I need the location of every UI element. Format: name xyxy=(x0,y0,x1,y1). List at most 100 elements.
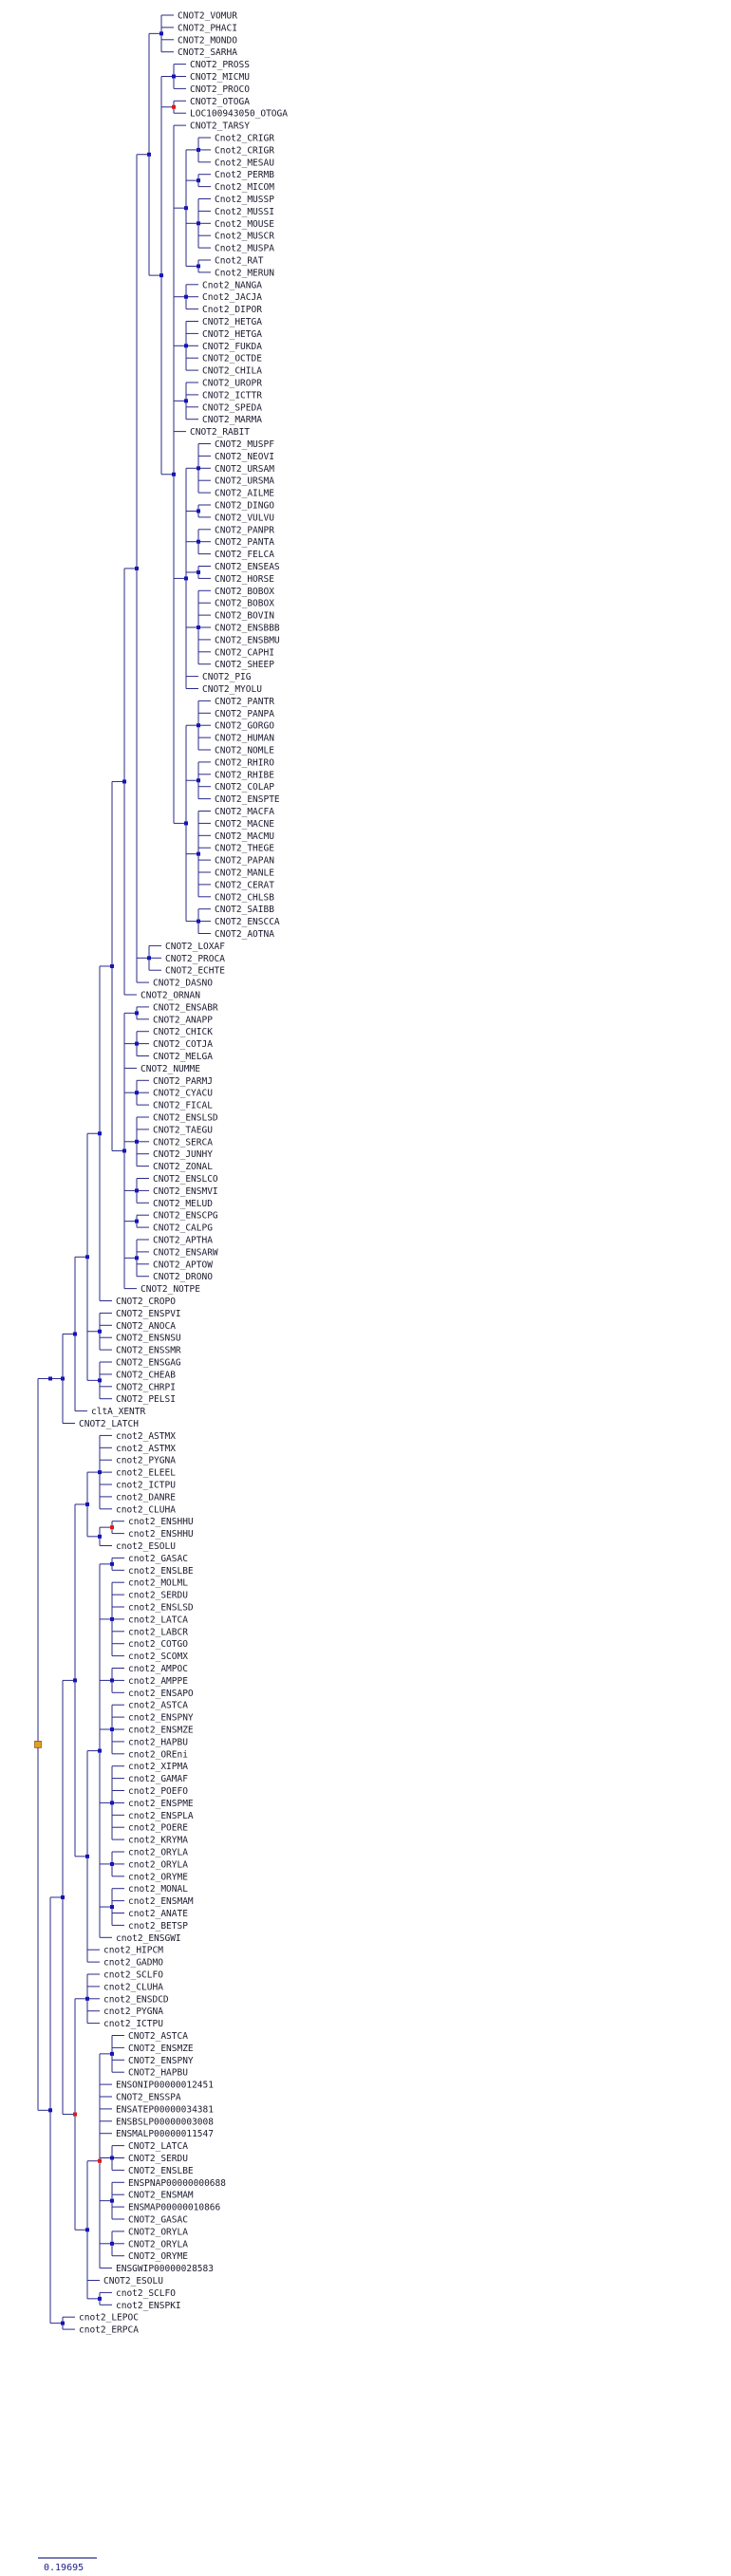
leaf-label[interactable]: CNOT2_CYACU xyxy=(153,1089,213,1099)
leaf-label[interactable]: CNOT2_UROPR xyxy=(202,379,262,389)
leaf-label[interactable]: CNOT2_ENSARW xyxy=(153,1247,218,1258)
speciation-node[interactable] xyxy=(110,1727,114,1731)
leaf-label[interactable]: CNOT2_LATCA xyxy=(128,2141,188,2152)
speciation-node[interactable] xyxy=(197,625,200,629)
leaf-label[interactable]: Cnot2_CRIGR xyxy=(215,134,274,144)
duplication-node[interactable] xyxy=(73,2112,77,2117)
speciation-node[interactable] xyxy=(48,1376,52,1381)
leaf-label[interactable]: CNOT2_VOMUR xyxy=(178,11,237,22)
leaf-label[interactable]: CNOT2_ENSBMU xyxy=(215,635,280,645)
speciation-node[interactable] xyxy=(184,344,188,348)
leaf-label[interactable]: CNOT2_ENSBBB xyxy=(215,624,280,634)
leaf-label[interactable]: CNOT2_OCTDE xyxy=(202,354,262,364)
leaf-label[interactable]: Cnot2_MUSSP xyxy=(215,195,274,205)
leaf-label[interactable]: LOC100943050_OTOGA xyxy=(190,109,288,120)
leaf-label[interactable]: ENSGWIP00000028583 xyxy=(116,2264,214,2274)
leaf-label[interactable]: CNOT2_CHEAB xyxy=(116,1370,176,1380)
speciation-node[interactable] xyxy=(184,399,188,403)
leaf-label[interactable]: CNOT2_PAPAN xyxy=(215,856,274,867)
leaf-label[interactable]: CNOT2_ANAPP xyxy=(153,1015,213,1025)
leaf-label[interactable]: CNOT2_FICAL xyxy=(153,1101,213,1111)
leaf-label[interactable]: CNOT2_HETGA xyxy=(202,329,262,340)
leaf-label[interactable]: Cnot2_MUSPA xyxy=(215,244,274,254)
speciation-node[interactable] xyxy=(48,2108,52,2113)
leaf-label[interactable]: CNOT2_PELSI xyxy=(116,1394,176,1405)
leaf-label[interactable]: CNOT2_HORSE xyxy=(215,574,274,585)
leaf-label[interactable]: CNOT2_PROCA xyxy=(165,954,225,964)
leaf-label[interactable]: CNOT2_ENSSPA xyxy=(116,2093,181,2103)
leaf-label[interactable]: CNOT2_PHACI xyxy=(178,23,237,33)
leaf-label[interactable]: CNOT2_JUNHY xyxy=(153,1149,213,1160)
leaf-label[interactable]: CNOT2_ENSGAG xyxy=(116,1358,181,1369)
speciation-node[interactable] xyxy=(184,206,188,211)
leaf-label[interactable]: cnot2_POERE xyxy=(128,1823,188,1834)
leaf-label[interactable]: CNOT2_CERAT xyxy=(215,880,274,890)
leaf-label[interactable]: cnot2_ASTMX xyxy=(116,1431,176,1442)
speciation-node[interactable] xyxy=(159,273,163,278)
leaf-label[interactable]: CNOT2_ASTCA xyxy=(128,2031,188,2042)
leaf-label[interactable]: CNOT2_MARMA xyxy=(202,415,262,425)
speciation-node[interactable] xyxy=(197,264,200,269)
leaf-label[interactable]: cnot2_LATCA xyxy=(128,1615,188,1625)
leaf-label[interactable]: CNOT2_AOTNA xyxy=(215,929,274,940)
leaf-label[interactable]: cnot2_ENSPME xyxy=(128,1799,194,1809)
leaf-label[interactable]: cnot2_ENSLBE xyxy=(128,1566,194,1577)
speciation-node[interactable] xyxy=(85,1854,89,1858)
speciation-node[interactable] xyxy=(122,1148,126,1153)
duplication-node[interactable] xyxy=(98,2158,102,2163)
leaf-label[interactable]: CNOT2_NEOVI xyxy=(215,452,274,462)
leaf-label[interactable]: CNOT2_GASAC xyxy=(128,2215,188,2226)
speciation-node[interactable] xyxy=(98,1748,102,1753)
leaf-label[interactable]: CNOT2_LATCH xyxy=(79,1419,139,1429)
leaf-label[interactable]: CNOT2_PANTR xyxy=(215,697,274,707)
leaf-label[interactable]: CNOT2_COLAP xyxy=(215,782,274,793)
leaf-label[interactable]: CNOT2_NOTPE xyxy=(141,1284,200,1295)
leaf-label[interactable]: CNOT2_BOVIN xyxy=(215,611,274,622)
leaf-label[interactable]: CNOT2_ENSLSD xyxy=(153,1113,218,1124)
leaf-label[interactable]: CNOT2_CALPG xyxy=(153,1223,213,1234)
speciation-node[interactable] xyxy=(135,1011,139,1016)
leaf-label[interactable]: CNOT2_RHIRO xyxy=(215,757,274,768)
leaf-label[interactable]: CNOT2_PIG xyxy=(202,672,252,682)
leaf-label[interactable]: CNOT2_NUMME xyxy=(141,1064,200,1074)
leaf-label[interactable]: Cnot2_MUSSI xyxy=(215,207,274,217)
speciation-node[interactable] xyxy=(135,1188,139,1193)
speciation-node[interactable] xyxy=(135,1041,139,1046)
leaf-label[interactable]: cnot2_SCOMX xyxy=(128,1652,188,1662)
leaf-label[interactable]: CNOT2_ICTTR xyxy=(202,390,262,401)
leaf-label[interactable]: Cnot2_CRIGR xyxy=(215,145,274,156)
speciation-node[interactable] xyxy=(197,569,200,574)
speciation-node[interactable] xyxy=(135,1256,139,1260)
leaf-label[interactable]: cnot2_GASAC xyxy=(128,1554,188,1564)
leaf-label[interactable]: CNOT2_CHRPI xyxy=(116,1382,176,1392)
leaf-label[interactable]: CNOT2_PANPR xyxy=(215,525,274,535)
leaf-label[interactable]: cnot2_ASTMX xyxy=(116,1444,176,1454)
leaf-label[interactable]: cnot2_CLUHA xyxy=(103,1982,163,1992)
speciation-node[interactable] xyxy=(147,152,151,157)
leaf-label[interactable]: cnot2_LABCR xyxy=(128,1627,188,1637)
leaf-label[interactable]: cnot2_ENSHHU xyxy=(128,1517,194,1527)
leaf-label[interactable]: ENSATEP00000034381 xyxy=(116,2104,214,2115)
leaf-label[interactable]: CNOT2_APTHA xyxy=(153,1236,213,1246)
leaf-label[interactable]: cnot2_ORYLA xyxy=(128,1848,188,1858)
leaf-label[interactable]: CNOT2_ENSLBE xyxy=(128,2166,194,2176)
leaf-label[interactable]: CNOT2_PARMJ xyxy=(153,1076,213,1087)
leaf-label[interactable]: CNOT2_MANLE xyxy=(215,868,274,879)
speciation-node[interactable] xyxy=(159,31,163,36)
leaf-label[interactable]: CNOT2_SPEDA xyxy=(202,402,262,413)
speciation-node[interactable] xyxy=(85,1255,89,1260)
speciation-node[interactable] xyxy=(197,919,200,924)
leaf-label[interactable]: cnot2_MONAL xyxy=(128,1884,188,1895)
leaf-label[interactable]: cnot2_ICTPU xyxy=(116,1481,176,1491)
leaf-label[interactable]: CNOT2_PANTA xyxy=(215,537,274,548)
leaf-label[interactable]: cnot2_XIPMA xyxy=(128,1762,188,1772)
leaf-label[interactable]: CNOT2_ESOLU xyxy=(103,2276,163,2287)
leaf-label[interactable]: Cnot2_MICOM xyxy=(215,182,274,193)
leaf-label[interactable]: cnot2_AMPOC xyxy=(128,1664,188,1674)
leaf-label[interactable]: Cnot2_RAT xyxy=(215,256,264,267)
leaf-label[interactable]: cnot2_BETSP xyxy=(128,1921,188,1932)
speciation-node[interactable] xyxy=(197,539,200,544)
speciation-node[interactable] xyxy=(197,466,200,471)
leaf-label[interactable]: cnot2_CLUHA xyxy=(116,1504,176,1515)
leaf-label[interactable]: cnot2_OREni xyxy=(128,1749,188,1760)
